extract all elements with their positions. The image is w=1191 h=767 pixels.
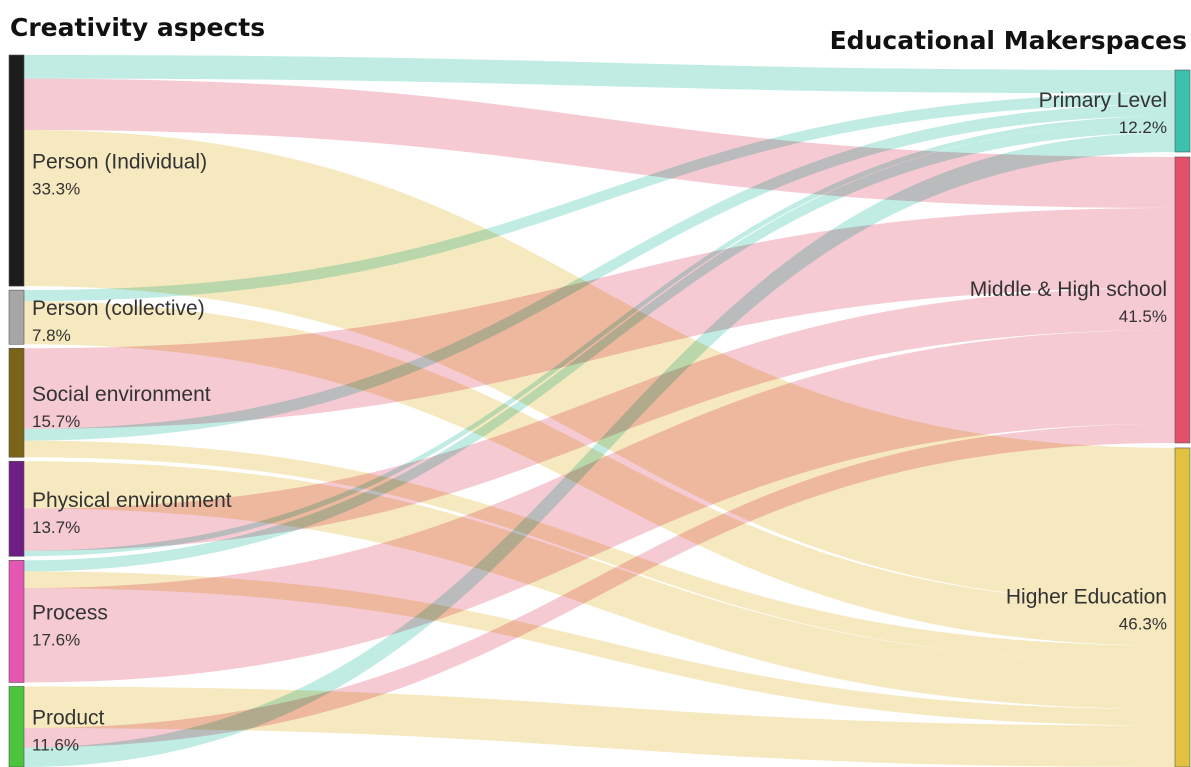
node-label-process: Process: [32, 601, 108, 624]
flow-process-to-primary-level: [24, 121, 1175, 572]
node-pct-person-individual: 33.3%: [32, 180, 80, 199]
node-pct-product: 11.6%: [32, 736, 79, 755]
flow-person-individual-to-primary-level: [24, 55, 1175, 94]
node-pct-process: 17.6%: [32, 630, 80, 649]
node-pct-primary-level: 12.2%: [1119, 118, 1167, 137]
flow-process-to-middle-high-school: [24, 329, 1175, 683]
node-label-physical-environment: Physical environment: [32, 489, 232, 512]
node-person-collective: [8, 289, 25, 345]
node-middle-high-school: [1174, 156, 1191, 444]
flow-product-to-primary-level: [24, 132, 1175, 767]
node-primary-level: [1174, 69, 1191, 153]
flow-physical-environment-to-middle-high-school: [24, 287, 1175, 551]
flow-person-individual-to-higher-education: [24, 129, 1175, 604]
node-label-primary-level: Primary Level: [1039, 89, 1167, 112]
flow-physical-environment-to-primary-level: [24, 116, 1175, 557]
node-pct-higher-education: 46.3%: [1119, 614, 1167, 633]
node-product: [8, 686, 25, 767]
node-labels: Person (Individual) 33.3% Person (collecti…: [32, 89, 1167, 755]
node-person-individual: [8, 54, 25, 287]
node-pct-middle-high-school: 41.5%: [1119, 307, 1167, 326]
node-higher-education: [1174, 447, 1191, 767]
node-pct-social-environment: 15.7%: [32, 412, 80, 431]
right-column-title: Educational Makerspaces: [830, 26, 1187, 55]
node-label-social-environment: Social environment: [32, 383, 211, 406]
flow-process-to-higher-education: [24, 571, 1175, 726]
node-pct-physical-environment: 13.7%: [32, 518, 80, 537]
node-process: [8, 560, 25, 683]
node-physical-environment: [8, 460, 25, 557]
flow-product-to-middle-high-school: [24, 423, 1175, 748]
node-label-product: Product: [32, 707, 105, 730]
left-column-title: Creativity aspects: [10, 13, 265, 42]
node-social-environment: [8, 347, 25, 458]
node-label-middle-high-school: Middle & High school: [970, 278, 1167, 301]
node-label-person-collective: Person (collective): [32, 297, 205, 320]
flow-social-environment-to-middle-high-school: [24, 207, 1175, 429]
flow-social-environment-to-primary-level: [24, 104, 1175, 441]
node-pct-person-collective: 7.8%: [32, 326, 71, 345]
node-label-higher-education: Higher Education: [1006, 585, 1167, 608]
nodes: [8, 54, 1191, 767]
node-label-person-individual: Person (Individual): [32, 151, 207, 174]
flow-links: [24, 55, 1175, 767]
flow-person-collective-to-primary-level: [24, 93, 1175, 302]
